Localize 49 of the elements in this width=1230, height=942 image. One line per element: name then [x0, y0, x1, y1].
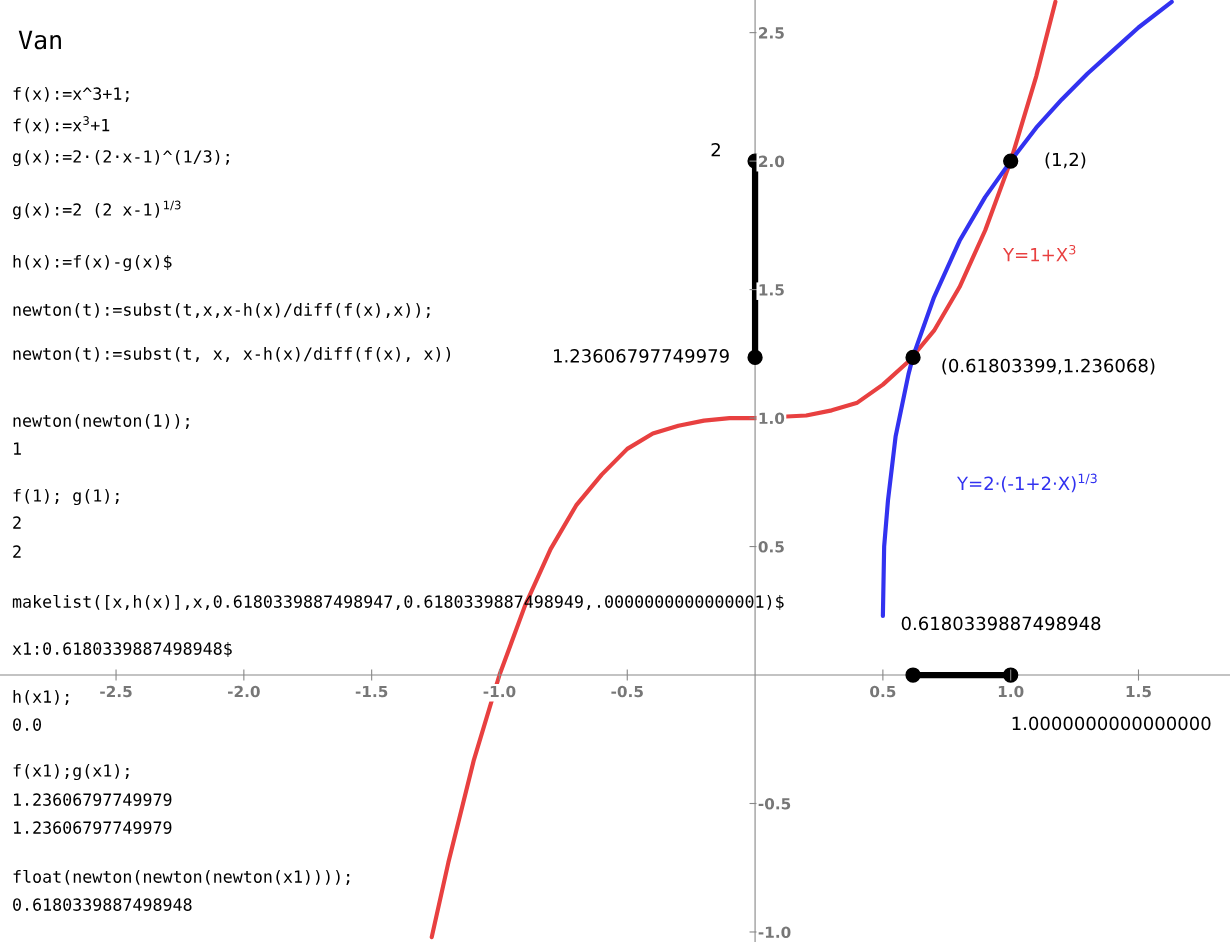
annotation: f(x1);g(x1); — [13, 763, 129, 781]
annotation: f(x):=x^3+1; — [13, 86, 129, 102]
annotation: g(x):=2·(2·x-1)^(1/3); — [13, 149, 229, 167]
annotation: 0.6180339887498948 — [13, 898, 192, 911]
x-tick-label: 0.5 — [870, 685, 896, 698]
x-tick-label: -2.0 — [227, 685, 260, 698]
point — [1003, 667, 1019, 683]
annotation: 1 — [14, 442, 21, 455]
point — [1003, 153, 1019, 169]
annotation: newton(t):=subst(t, x, x-h(x)/diff(f(x), x)) — [13, 346, 451, 362]
annotation: 1.23606797749979 — [14, 793, 172, 806]
annotation: f(1); g(1); — [13, 488, 119, 506]
annotation: 0.0 — [13, 718, 42, 731]
annotation: 0.6180339887498948 — [901, 616, 1101, 631]
annotation: 1.23606797749979 — [14, 821, 172, 834]
annotation: float(newton(newton(newton(x1)))); — [13, 869, 350, 885]
annotation: h(x1); — [13, 689, 69, 705]
series-label: Y=1+X$^{3}$ — [1002, 244, 1076, 262]
annotation: g(x):=2 (2 x-1)$^{1/3}$ — [13, 200, 181, 220]
annotation: (0.61803399,1.236068) — [942, 358, 1155, 375]
annotation: x1:0.6180339887498948$ — [12, 641, 232, 658]
y-tick-label: 2.5 — [759, 27, 784, 39]
y-tick-label: 2.0 — [759, 155, 785, 168]
y-tick-label: 0.5 — [758, 541, 784, 553]
text: Van — [18, 30, 61, 50]
annotation: 1.23606797749979 — [554, 349, 729, 363]
x-tick-label: -1.5 — [355, 685, 388, 698]
x-tick-label: -0.5 — [611, 685, 643, 698]
annotation: 1.0000000000000000 — [1012, 716, 1211, 731]
x-tick-label: -2.5 — [100, 685, 132, 698]
annotation: f(x):=x$^{3}$+1 — [13, 116, 110, 134]
y-tick-label: 1.0 — [759, 412, 785, 425]
x-tick-label: 1.0 — [998, 685, 1024, 698]
point — [747, 349, 763, 366]
y-tick-label: -1.0 — [758, 926, 791, 938]
x-tick-label: -1.0 — [483, 685, 516, 698]
annotation: h(x):=f(x)-g(x)$ — [13, 254, 172, 272]
annotation: (1,2) — [1045, 152, 1086, 169]
annotation: 2 — [13, 516, 21, 529]
point — [905, 349, 921, 366]
y-tick-label: 1.5 — [759, 284, 784, 296]
annotation: newton(t):=subst(t,x,x-h(x)/diff(f(x),x)); — [13, 302, 430, 318]
text: Y=2·(-1+2·X)$^{1/3}$ — [956, 473, 1097, 493]
point — [905, 667, 921, 683]
y-tick-label: -0.5 — [758, 797, 791, 810]
annotation: 2 — [13, 545, 21, 558]
x-tick-label: 1.5 — [1126, 685, 1151, 698]
annotation: 2 — [711, 142, 720, 157]
annotation: newton(newton(1)); — [13, 414, 189, 429]
